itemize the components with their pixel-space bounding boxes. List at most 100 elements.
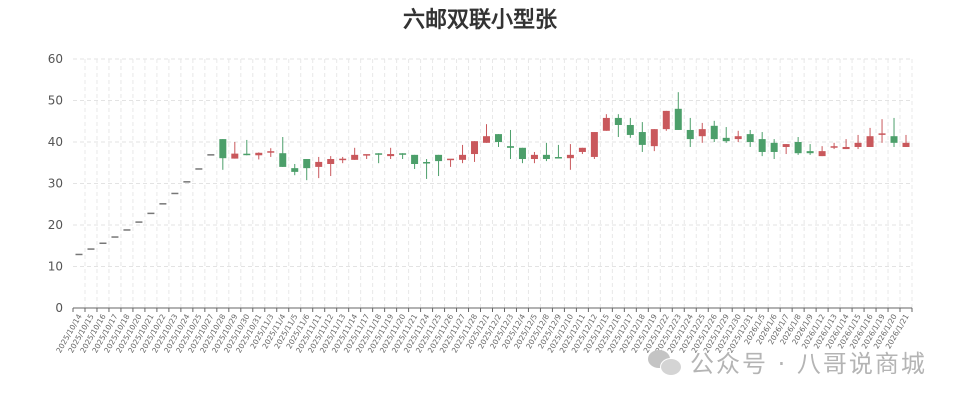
- candle-body: [734, 136, 742, 140]
- wechat-icon: [648, 348, 682, 376]
- candle-body: [447, 158, 455, 161]
- candle: [183, 181, 191, 183]
- candle: [542, 142, 550, 162]
- y-tick-label: 0: [55, 301, 63, 315]
- candle: [746, 129, 754, 147]
- candle: [87, 248, 95, 250]
- candle: [387, 147, 395, 160]
- candle-body: [351, 154, 359, 160]
- candle: [255, 152, 263, 160]
- candle-body: [87, 248, 95, 250]
- candle: [650, 129, 658, 152]
- candle: [363, 154, 371, 160]
- watermark-text: 公众号 · 八哥说商城: [690, 350, 927, 378]
- grid: [73, 58, 913, 308]
- candle-body: [662, 110, 670, 130]
- y-tick-label: 60: [48, 52, 63, 66]
- candle-body: [327, 159, 335, 164]
- candle: [710, 120, 718, 142]
- candle-body: [542, 154, 550, 160]
- candle: [842, 139, 850, 150]
- candle: [782, 144, 790, 155]
- candle-body: [638, 132, 646, 145]
- candle-body: [590, 132, 598, 157]
- candle: [890, 117, 898, 147]
- y-tick-label: 30: [48, 177, 63, 191]
- y-tick-label: 40: [48, 135, 63, 149]
- candle: [447, 158, 455, 167]
- candle: [195, 168, 203, 170]
- candle-body: [806, 151, 814, 154]
- candle-body: [614, 117, 622, 125]
- candle-body: [650, 129, 658, 147]
- candle: [626, 117, 634, 138]
- candle-body: [219, 139, 227, 159]
- candle-body: [483, 136, 491, 143]
- candle: [734, 130, 742, 142]
- candle: [219, 139, 227, 170]
- candle: [411, 154, 419, 169]
- candle: [123, 229, 131, 231]
- candle-body: [758, 139, 766, 152]
- candle-body: [255, 152, 263, 156]
- candle-body: [878, 133, 886, 135]
- candle-body: [902, 142, 910, 147]
- candle: [171, 192, 179, 195]
- candle: [327, 156, 335, 177]
- candle: [459, 144, 467, 164]
- candle-body: [339, 158, 347, 161]
- candle-body: [494, 134, 502, 142]
- candle-body: [435, 154, 443, 162]
- candle-body: [303, 159, 311, 169]
- candle-body: [75, 253, 83, 256]
- candle: [99, 242, 107, 245]
- candles: [75, 92, 910, 256]
- candle: [614, 114, 622, 138]
- candle: [578, 147, 586, 155]
- candle: [662, 110, 670, 131]
- candle: [423, 159, 431, 179]
- candle-body: [147, 212, 155, 215]
- candle-body: [411, 154, 419, 164]
- candle-body: [686, 129, 694, 140]
- candle-body: [183, 181, 191, 183]
- candle: [339, 156, 347, 164]
- candle: [674, 92, 682, 130]
- candle: [231, 142, 239, 159]
- candle-body: [207, 154, 215, 156]
- candle-body: [890, 136, 898, 143]
- candle: [159, 203, 167, 205]
- candle: [279, 137, 287, 167]
- candle-body: [842, 146, 850, 150]
- candle: [518, 147, 526, 164]
- candle-body: [195, 168, 203, 170]
- candle-body: [746, 134, 754, 142]
- y-tick-label: 20: [48, 218, 63, 232]
- candle: [878, 119, 886, 143]
- candle-body: [171, 192, 179, 195]
- candle: [243, 139, 251, 156]
- candle: [506, 129, 514, 160]
- candle: [135, 221, 143, 223]
- candle-body: [399, 153, 407, 155]
- candle-body: [459, 154, 467, 160]
- candle: [638, 122, 646, 152]
- candle-body: [554, 157, 562, 159]
- candle-body: [291, 168, 299, 172]
- candle: [494, 134, 502, 147]
- candle: [818, 146, 826, 157]
- candle-body: [794, 142, 802, 154]
- candle: [794, 137, 802, 155]
- candle: [351, 147, 359, 160]
- candle-body: [722, 137, 730, 142]
- candle-body: [782, 144, 790, 147]
- candle: [471, 141, 479, 162]
- candle-body: [135, 221, 143, 223]
- candle: [315, 156, 323, 179]
- candle-body: [471, 141, 479, 155]
- candle: [75, 253, 83, 256]
- candle: [698, 122, 706, 143]
- candle: [207, 154, 215, 156]
- candle-body: [423, 162, 431, 164]
